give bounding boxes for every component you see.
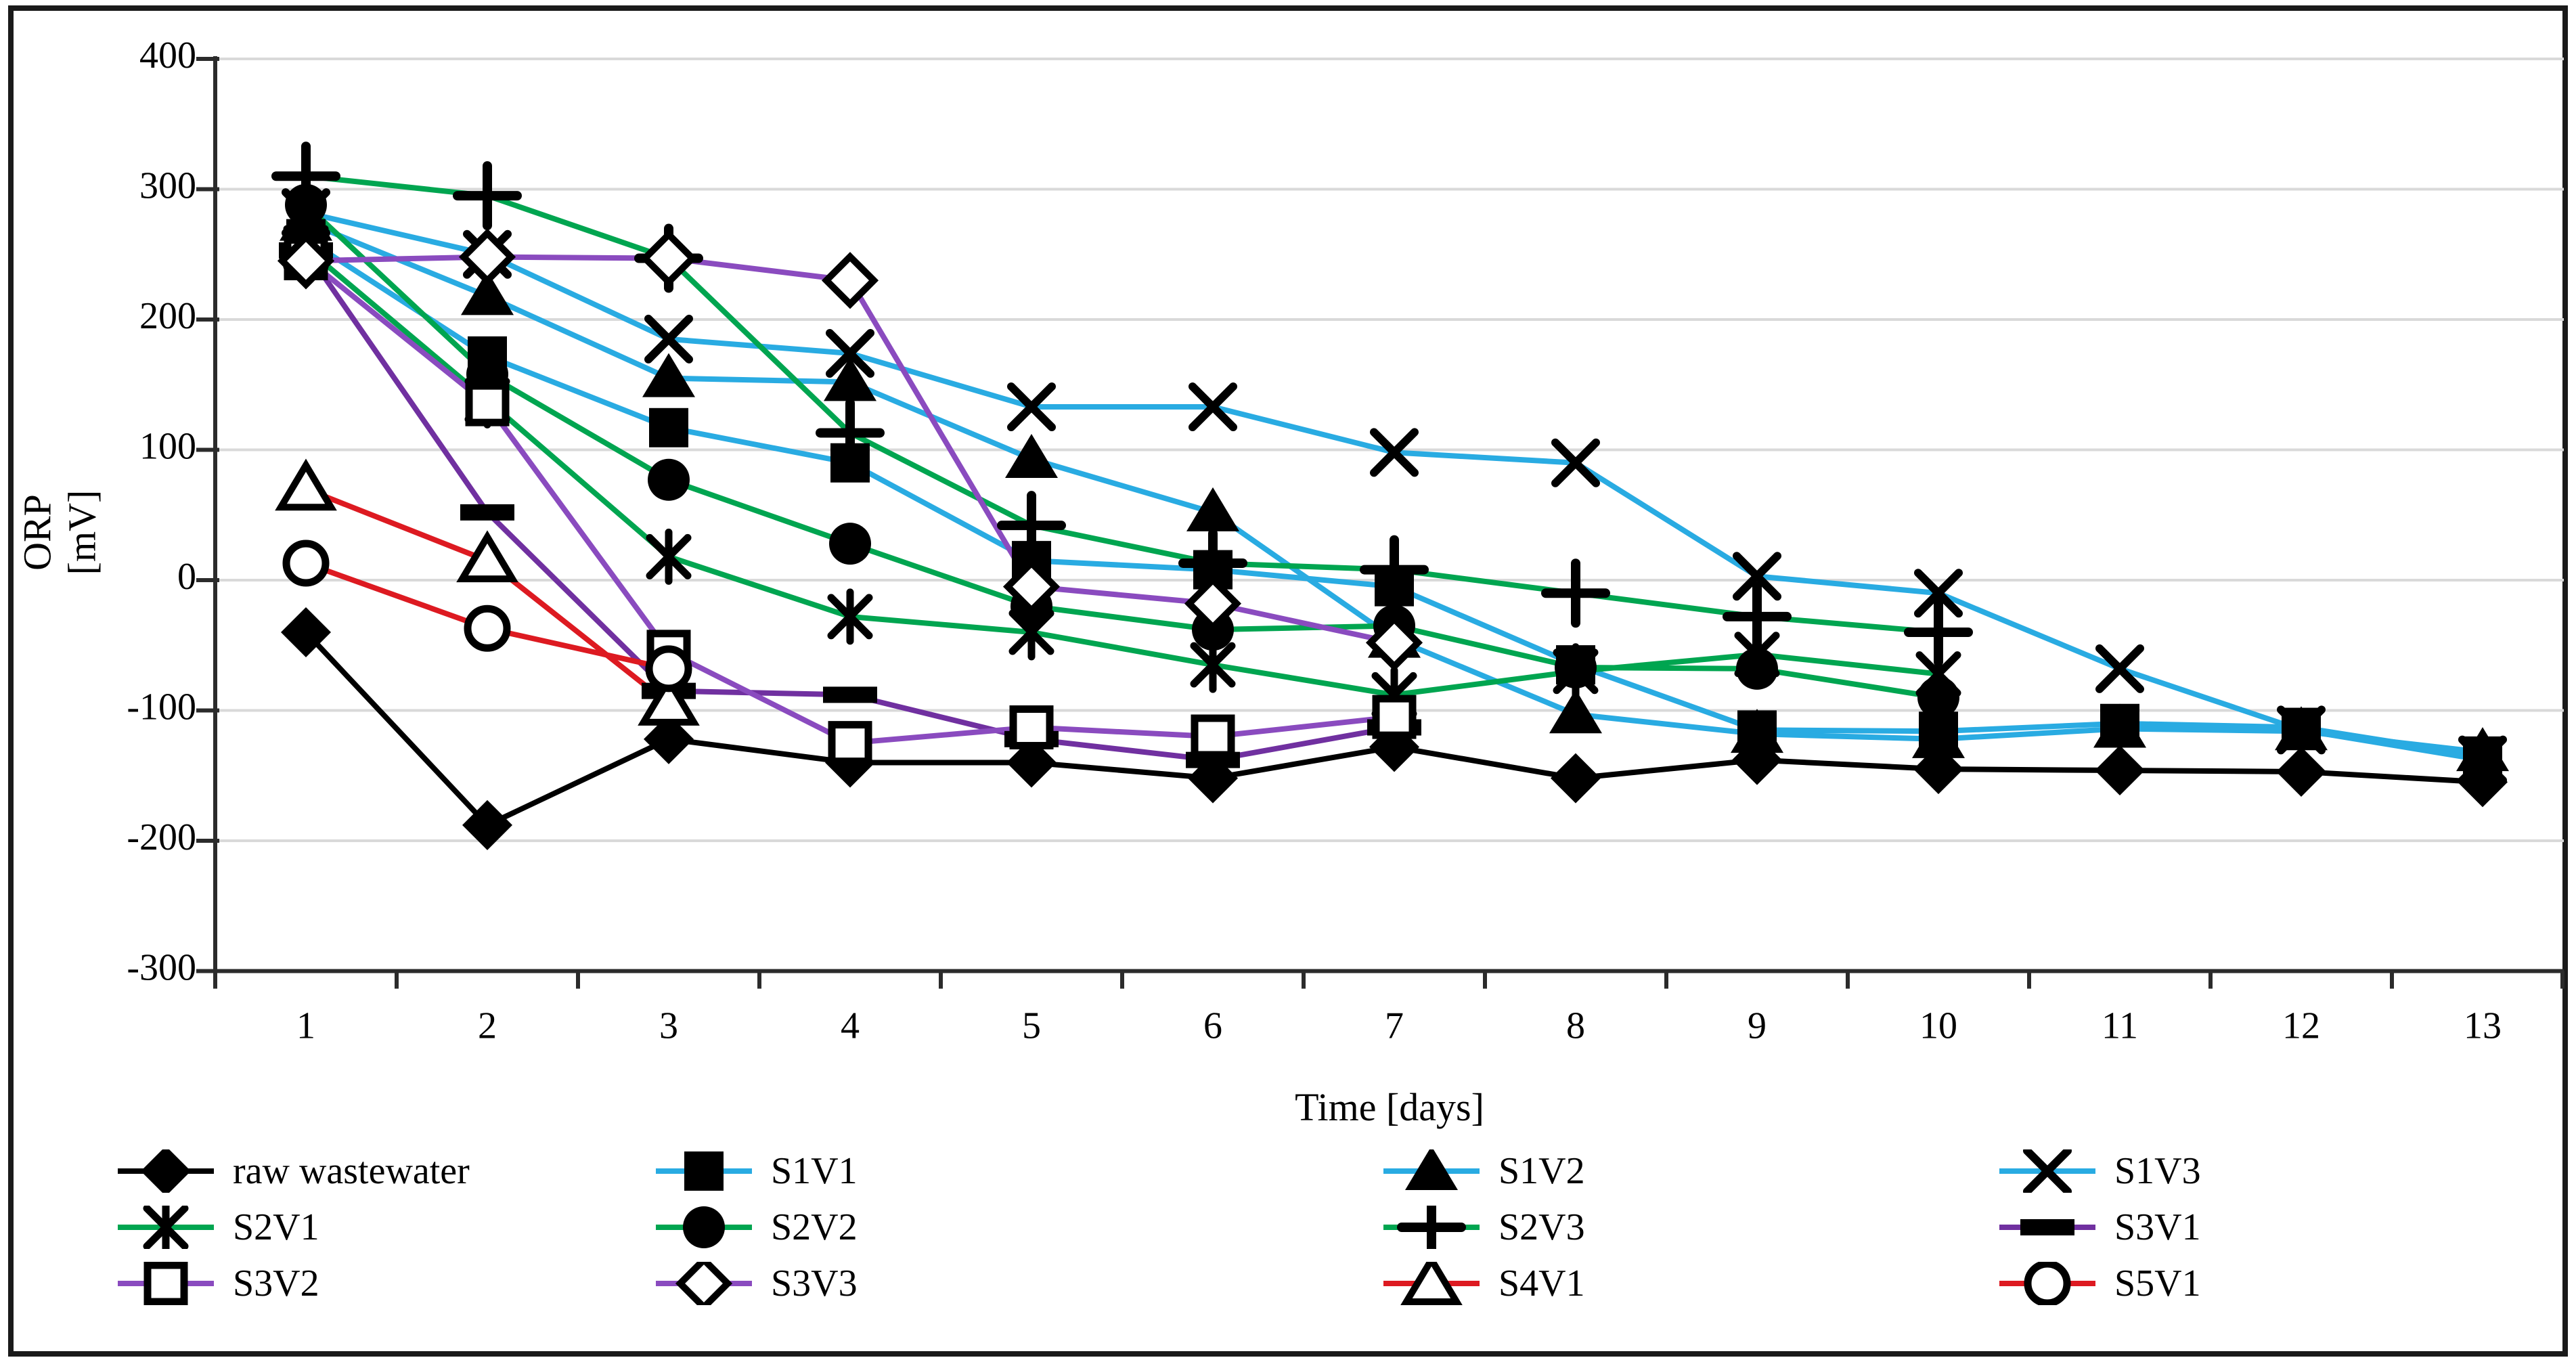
svg-text:300: 300	[139, 164, 196, 206]
x-axis	[213, 969, 2564, 989]
svg-text:3: 3	[659, 1005, 678, 1047]
svg-text:200: 200	[139, 295, 196, 337]
svg-text:-300: -300	[127, 946, 196, 988]
series-s2v3-line	[303, 173, 1941, 635]
series-s3v1-markers	[279, 242, 1421, 768]
series-s5v1-markers	[282, 540, 692, 693]
y-tick-labels: 400 300 200 100 0 -100 -200 -300	[127, 35, 196, 989]
svg-text:13: 13	[2464, 1005, 2502, 1047]
x-axis-title: Time [days]	[1295, 1085, 1484, 1129]
y-axis-title: ORP [mV]	[16, 397, 114, 668]
svg-text:5: 5	[1022, 1005, 1041, 1047]
series-s4v1-line	[303, 486, 671, 707]
svg-text:7: 7	[1385, 1005, 1404, 1047]
svg-text:9: 9	[1748, 1005, 1767, 1047]
svg-text:10: 10	[1919, 1005, 1957, 1047]
series-s3v3-markers	[277, 228, 1423, 672]
svg-text:6: 6	[1203, 1005, 1222, 1047]
series-markers	[271, 141, 2509, 850]
x-tick-labels: 1 2 3 4 5 6 7 8 9 10 11 12 13	[296, 1005, 2502, 1047]
gridlines	[215, 58, 2564, 842]
y-axis-title-line2: [mV]	[60, 489, 104, 575]
svg-text:-100: -100	[127, 686, 196, 728]
series-s2v1-line	[303, 245, 1941, 698]
svg-text:1: 1	[296, 1005, 315, 1047]
svg-text:100: 100	[139, 425, 196, 467]
svg-text:12: 12	[2282, 1005, 2320, 1047]
svg-text:400: 400	[139, 35, 196, 76]
svg-text:2: 2	[478, 1005, 497, 1047]
svg-text:11: 11	[2102, 1005, 2138, 1047]
svg-text:-200: -200	[127, 816, 196, 858]
svg-text:0: 0	[177, 556, 196, 598]
y-axis	[196, 56, 219, 973]
svg-text:8: 8	[1566, 1005, 1585, 1047]
y-axis-title-line1: ORP	[15, 494, 60, 571]
svg-text:4: 4	[841, 1005, 860, 1047]
series-s3v2-markers	[284, 236, 1417, 766]
series-s2v2-line	[303, 202, 1941, 701]
series-s4v1-markers	[275, 458, 700, 726]
